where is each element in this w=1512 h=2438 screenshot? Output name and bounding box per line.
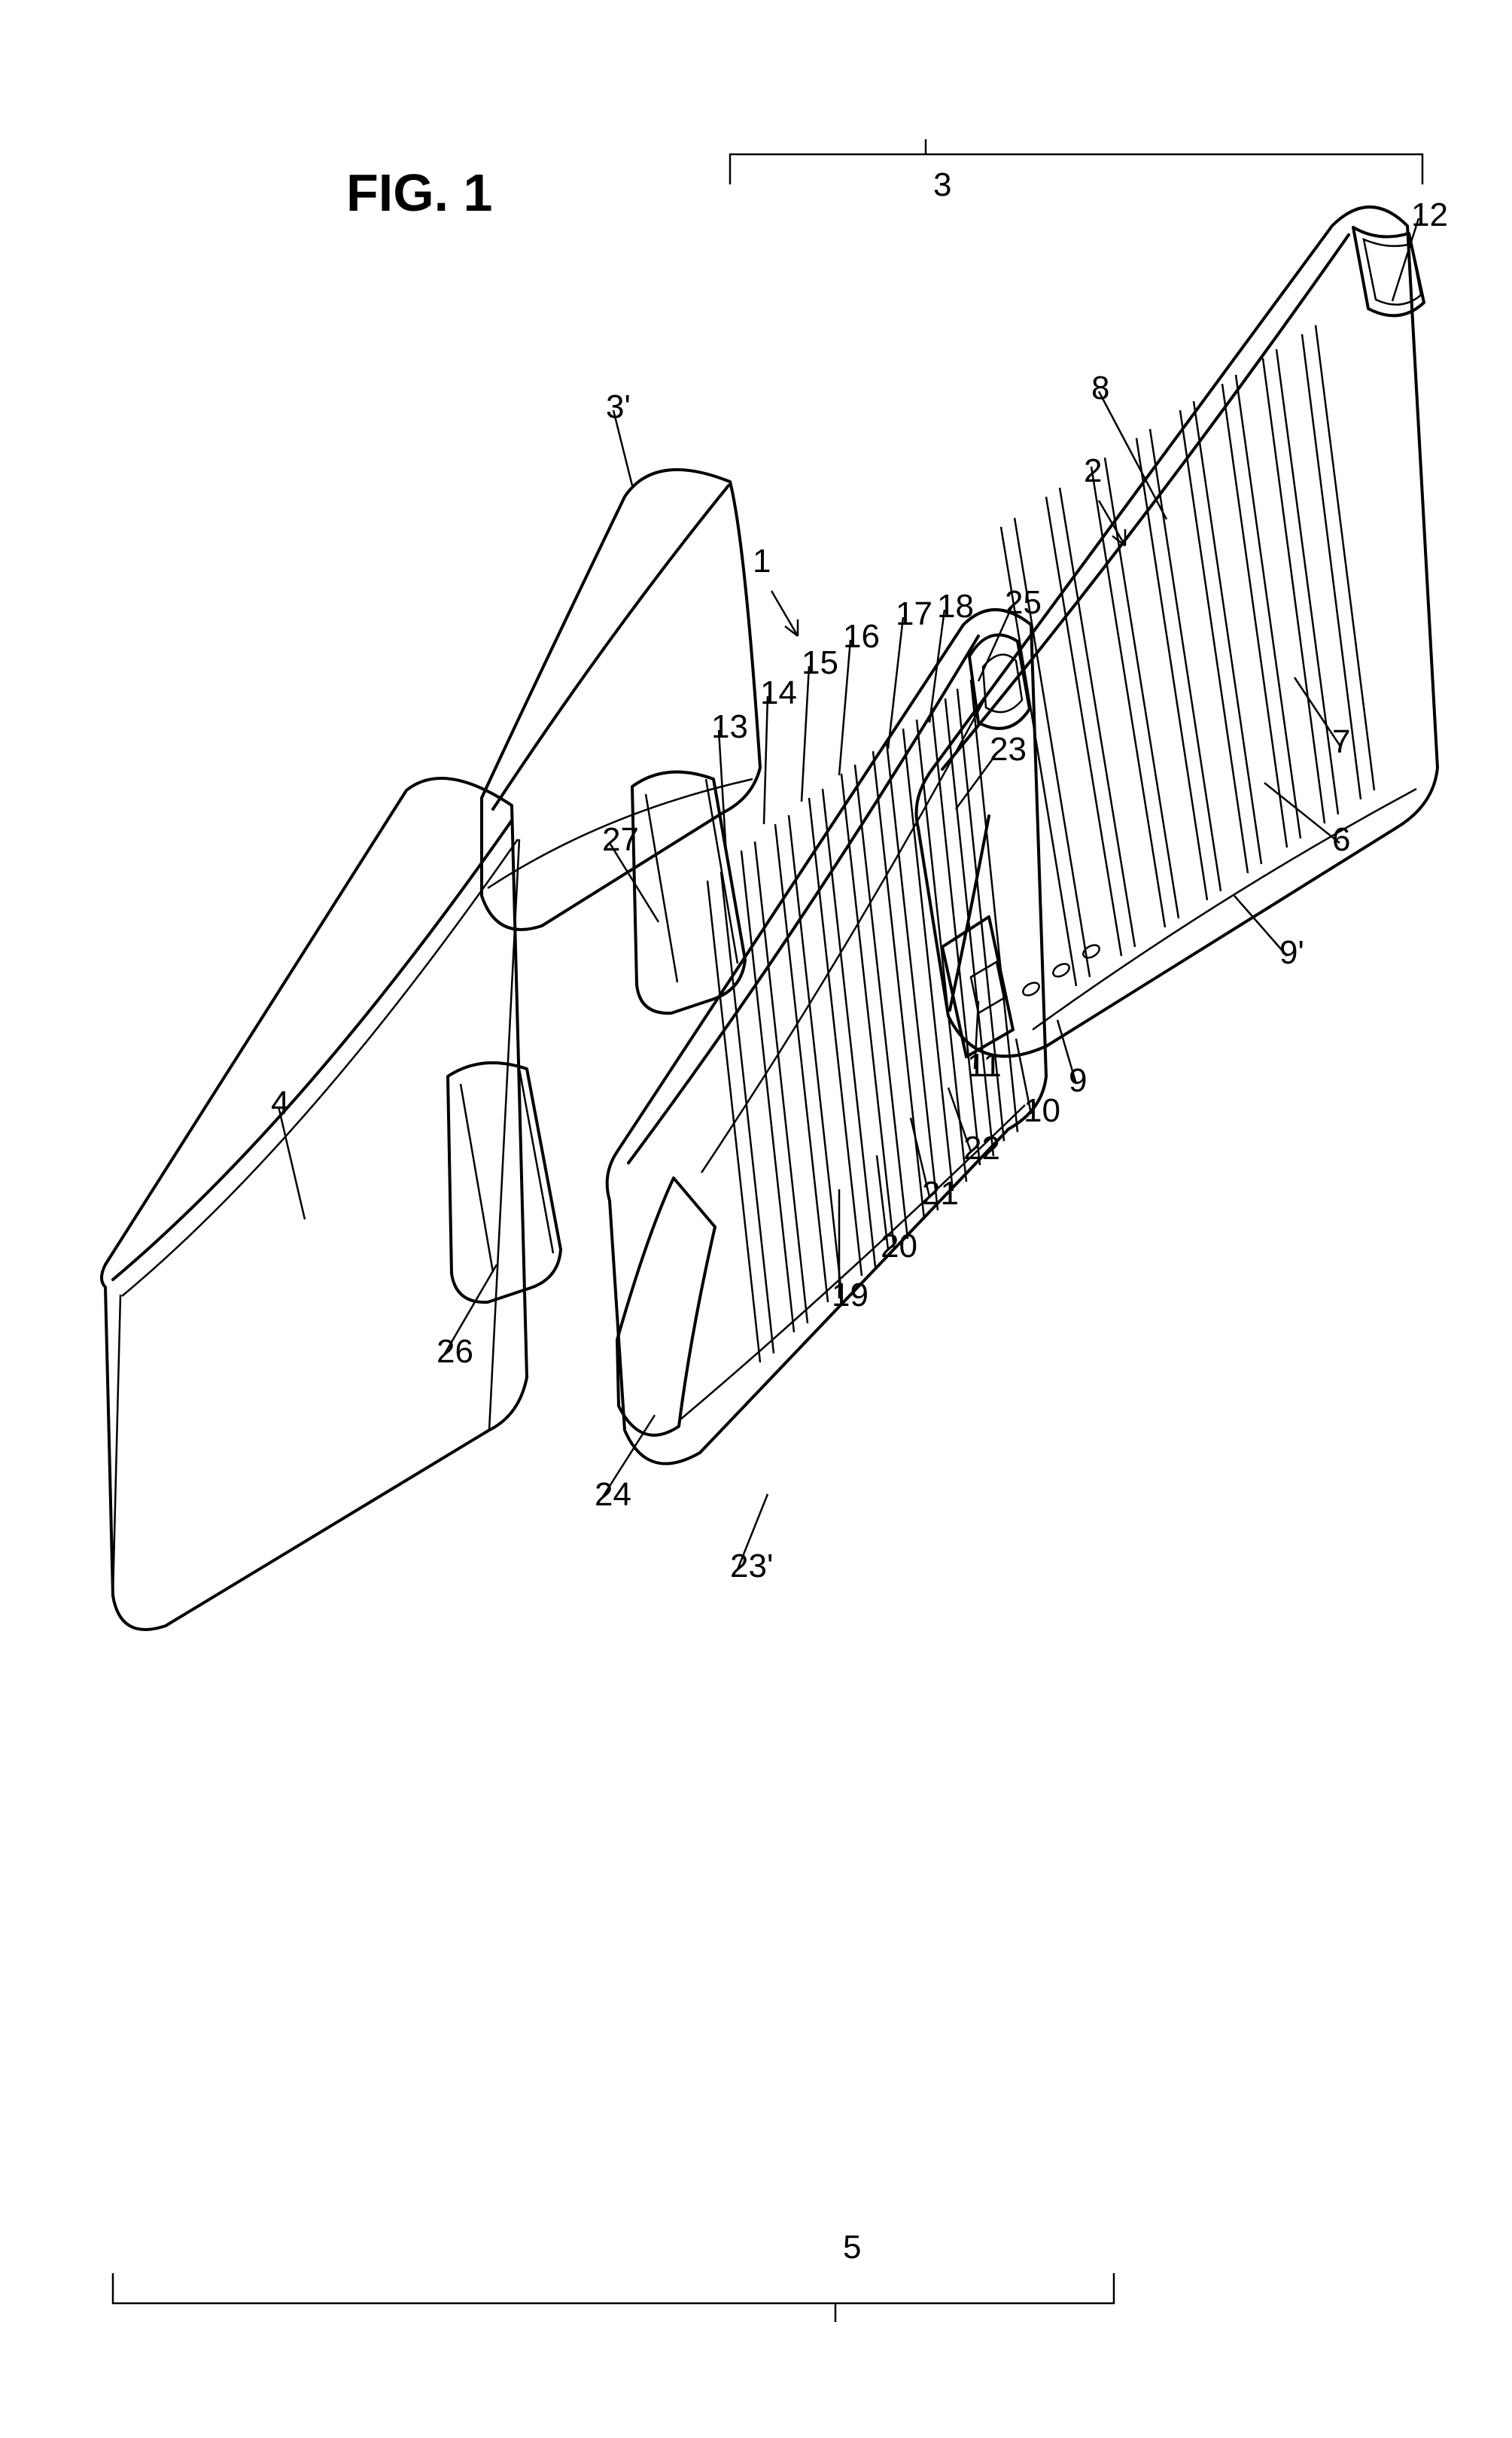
ref-label-17: 17 <box>896 595 932 632</box>
lead-line-14 <box>764 696 768 824</box>
lead-line-16 <box>839 640 850 775</box>
ref-label-23: 23 <box>990 731 1027 768</box>
ref-label-8: 8 <box>1091 370 1109 406</box>
ref-label-5: 5 <box>843 2229 861 2266</box>
ref-label-6: 6 <box>1332 821 1350 858</box>
reference-labels: 353'426272423'12128769'91011252318171615… <box>271 166 1448 2266</box>
ref-label-27: 27 <box>602 821 639 858</box>
ref-label-1: 1 <box>753 543 771 580</box>
ref-label-13: 13 <box>711 708 748 745</box>
ref-label-12: 12 <box>1411 196 1448 233</box>
bracket-bottom <box>113 2273 1114 2322</box>
ref-label-19: 19 <box>832 1277 869 1313</box>
part-rail-26 <box>448 1063 561 1302</box>
figure-title: FIG. 1 <box>346 163 492 222</box>
ref-label-9: 9 <box>1069 1062 1087 1099</box>
ref-label-18: 18 <box>937 588 974 625</box>
ref-label-22: 22 <box>963 1130 1000 1167</box>
ref-label-3': 3' <box>606 388 631 425</box>
lead-line-8 <box>1099 391 1167 519</box>
ref-label-20: 20 <box>881 1228 917 1265</box>
ref-label-7: 7 <box>1332 723 1350 760</box>
ref-label-10: 10 <box>1024 1092 1060 1129</box>
ref-label-11: 11 <box>967 1047 1002 1084</box>
ref-label-4: 4 <box>271 1085 289 1122</box>
ref-label-15: 15 <box>802 644 838 681</box>
ref-label-16: 16 <box>843 618 880 655</box>
ref-label-23': 23' <box>730 1548 773 1584</box>
ref-label-14: 14 <box>760 674 797 711</box>
bracket-top <box>730 139 1422 184</box>
lead-line-6 <box>1264 783 1340 843</box>
lead-line-4 <box>278 1106 305 1219</box>
ref-label-3: 3 <box>933 166 951 203</box>
lead-line-15 <box>802 666 809 802</box>
patent-figure: FIG. 1 <box>0 0 1512 2438</box>
part-unit-1 <box>607 610 1046 1464</box>
ref-label-9': 9' <box>1279 934 1304 971</box>
ref-label-2: 2 <box>1084 452 1102 489</box>
ref-label-24: 24 <box>595 1476 631 1513</box>
ref-label-25: 25 <box>1005 584 1042 621</box>
ref-label-21: 21 <box>922 1175 959 1212</box>
ref-label-26: 26 <box>437 1333 473 1370</box>
part-unit-2 <box>917 207 1438 1057</box>
part-panel-4 <box>102 778 527 1630</box>
